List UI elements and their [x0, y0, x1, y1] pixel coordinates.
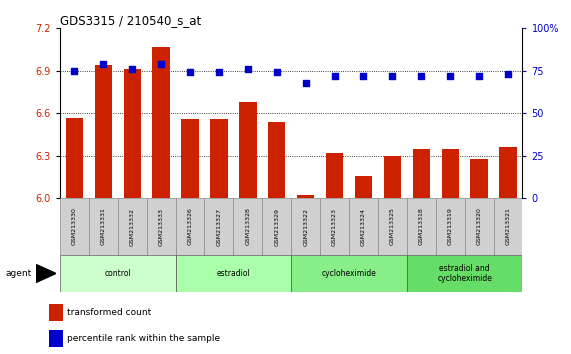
Bar — [49, 330, 63, 347]
Bar — [89, 198, 118, 255]
Text: GSM213318: GSM213318 — [419, 208, 424, 245]
Bar — [355, 176, 372, 198]
Bar — [176, 198, 204, 255]
Bar — [441, 149, 459, 198]
Text: cycloheximide: cycloheximide — [321, 269, 376, 278]
Bar — [320, 198, 349, 255]
Text: GSM213329: GSM213329 — [274, 207, 279, 246]
Point — [388, 73, 397, 79]
Bar — [262, 198, 291, 255]
Point — [301, 80, 310, 86]
Bar — [60, 198, 89, 255]
Text: GSM213320: GSM213320 — [477, 208, 481, 245]
Bar — [239, 102, 256, 198]
Text: GDS3315 / 210540_s_at: GDS3315 / 210540_s_at — [60, 14, 201, 27]
Bar — [291, 255, 407, 292]
Point — [359, 73, 368, 79]
Bar — [49, 304, 63, 321]
Bar — [66, 118, 83, 198]
Text: transformed count: transformed count — [67, 308, 151, 318]
Point — [475, 73, 484, 79]
Point — [243, 66, 252, 72]
Text: GSM213325: GSM213325 — [390, 208, 395, 245]
Point — [156, 61, 166, 67]
Bar — [123, 69, 141, 198]
Bar — [204, 198, 234, 255]
Bar — [471, 159, 488, 198]
Text: percentile rank within the sample: percentile rank within the sample — [67, 334, 220, 343]
Bar — [176, 255, 291, 292]
Bar — [95, 65, 112, 198]
Point — [128, 66, 137, 72]
Bar — [234, 198, 262, 255]
Bar — [268, 122, 286, 198]
Point — [417, 73, 426, 79]
Point — [214, 70, 223, 75]
Bar — [436, 198, 465, 255]
Text: GSM213332: GSM213332 — [130, 207, 135, 246]
Text: GSM213322: GSM213322 — [303, 207, 308, 246]
Bar — [291, 198, 320, 255]
Bar — [378, 198, 407, 255]
Point — [330, 73, 339, 79]
Bar — [349, 198, 378, 255]
Bar — [147, 198, 176, 255]
Point — [504, 72, 513, 77]
Bar — [384, 156, 401, 198]
Bar — [210, 119, 228, 198]
Bar — [326, 153, 343, 198]
Text: control: control — [104, 269, 131, 278]
Point — [99, 61, 108, 67]
Bar — [182, 119, 199, 198]
Bar — [118, 198, 147, 255]
Text: agent: agent — [6, 269, 32, 278]
Point — [70, 68, 79, 74]
Bar — [493, 198, 522, 255]
Text: GSM213331: GSM213331 — [101, 208, 106, 245]
Text: GSM213328: GSM213328 — [246, 208, 250, 245]
Bar — [499, 147, 517, 198]
Point — [445, 73, 455, 79]
Text: GSM213324: GSM213324 — [361, 207, 366, 246]
Polygon shape — [36, 264, 56, 282]
Point — [272, 70, 282, 75]
Bar — [407, 255, 522, 292]
Text: GSM213319: GSM213319 — [448, 208, 453, 245]
Text: estradiol: estradiol — [216, 269, 250, 278]
Bar — [465, 198, 493, 255]
Bar — [60, 255, 176, 292]
Text: GSM213321: GSM213321 — [505, 208, 510, 245]
Text: GSM213330: GSM213330 — [72, 208, 77, 245]
Bar — [413, 149, 430, 198]
Text: GSM213323: GSM213323 — [332, 207, 337, 246]
Text: GSM213326: GSM213326 — [187, 208, 192, 245]
Bar — [297, 195, 315, 198]
Text: GSM213333: GSM213333 — [159, 207, 164, 246]
Point — [186, 70, 195, 75]
Bar — [407, 198, 436, 255]
Text: GSM213327: GSM213327 — [216, 207, 222, 246]
Text: estradiol and
cycloheximide: estradiol and cycloheximide — [437, 264, 492, 283]
Bar — [152, 47, 170, 198]
